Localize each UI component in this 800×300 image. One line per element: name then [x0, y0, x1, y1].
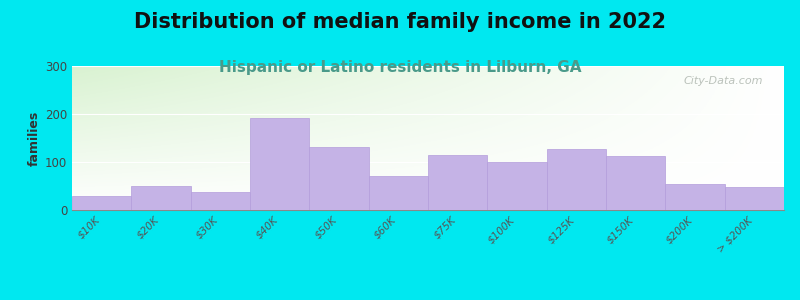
Text: Distribution of median family income in 2022: Distribution of median family income in …: [134, 12, 666, 32]
Bar: [250, 118, 310, 210]
Bar: [190, 192, 250, 210]
Bar: [131, 186, 190, 210]
Bar: [725, 187, 784, 210]
Bar: [546, 148, 606, 210]
Bar: [428, 155, 487, 210]
Bar: [487, 162, 546, 210]
Bar: [666, 184, 725, 210]
Y-axis label: families: families: [28, 110, 41, 166]
Bar: [606, 156, 666, 210]
Bar: [72, 196, 131, 210]
Bar: [369, 176, 428, 210]
Text: Hispanic or Latino residents in Lilburn, GA: Hispanic or Latino residents in Lilburn,…: [218, 60, 582, 75]
Bar: [310, 147, 369, 210]
Text: City-Data.com: City-Data.com: [683, 76, 762, 86]
